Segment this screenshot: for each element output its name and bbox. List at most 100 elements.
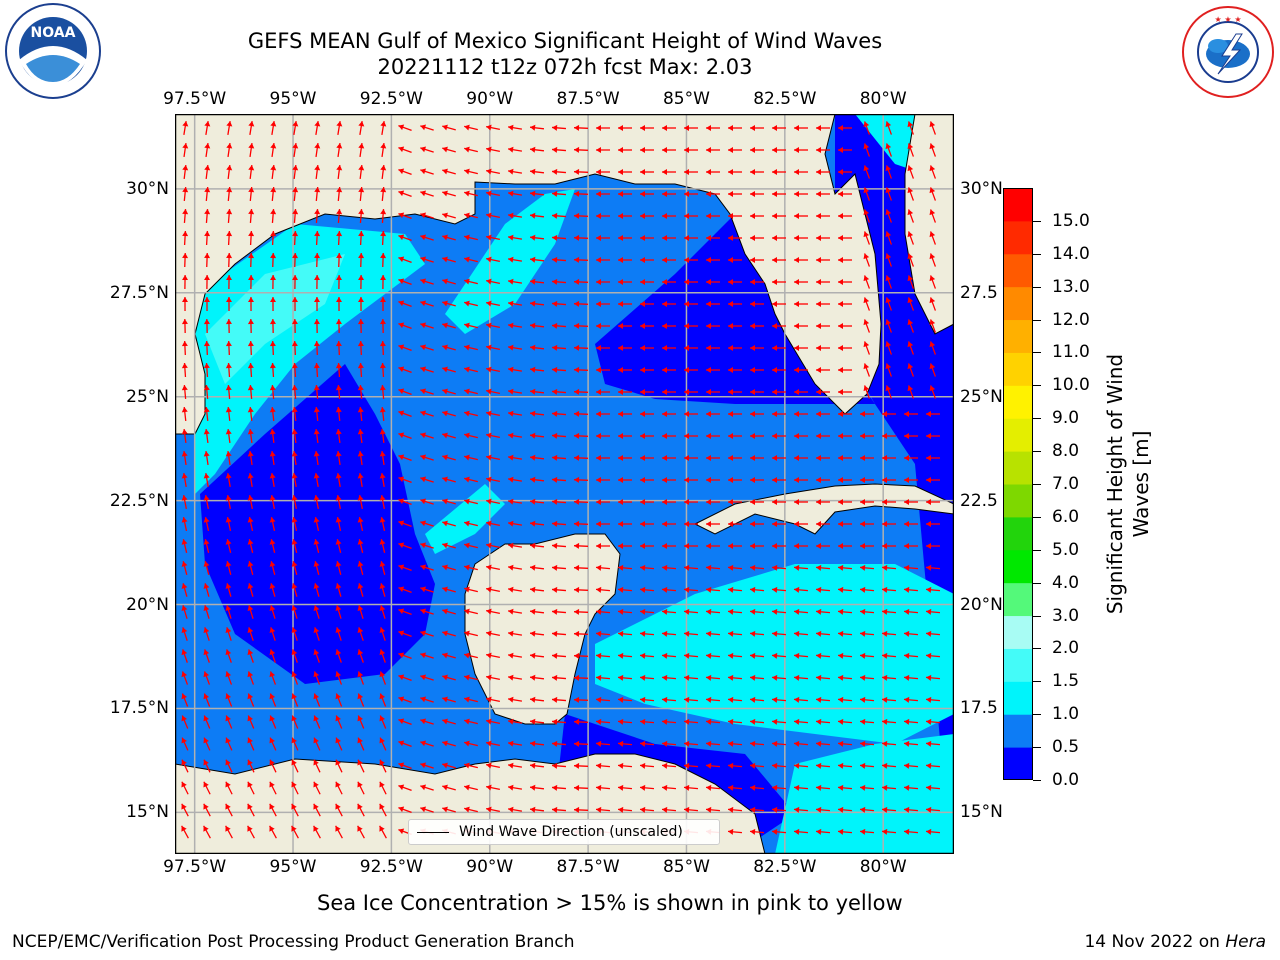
wave-direction-arrowhead xyxy=(772,191,777,197)
wave-direction-arrowhead xyxy=(885,363,892,370)
wave-direction-arrowhead xyxy=(907,165,914,172)
wave-direction-arrowhead xyxy=(398,608,405,615)
wave-direction-arrowhead xyxy=(684,740,690,747)
wave-direction-arrowhead xyxy=(420,234,427,241)
wave-direction-arrowhead xyxy=(464,652,470,659)
wave-direction-arrowhead xyxy=(314,121,321,127)
wave-direction-arrowhead xyxy=(335,825,341,832)
wave-direction-arrowhead xyxy=(357,781,363,788)
wave-direction-arrowhead xyxy=(662,345,667,351)
wave-direction-arrowhead xyxy=(292,121,299,127)
wave-direction-arrowhead xyxy=(728,784,734,791)
wave-direction-arrowhead xyxy=(618,740,624,747)
wave-direction-arrowhead xyxy=(907,341,914,348)
wave-direction-arrowhead xyxy=(552,410,558,417)
wave-direction-arrowhead xyxy=(929,143,936,150)
wave-direction-arrowhead xyxy=(530,718,536,725)
colorbar-tick-label: 12.0 xyxy=(1052,309,1090,330)
wave-direction-arrowhead xyxy=(357,561,364,567)
wave-direction-arrowhead xyxy=(794,784,800,791)
wave-direction-arrowhead xyxy=(486,344,492,351)
wave-direction-arrowhead xyxy=(530,322,536,329)
wave-direction-arrowhead xyxy=(442,410,448,417)
wave-direction-arrowhead xyxy=(313,627,320,634)
wave-direction-arrowhead xyxy=(574,652,580,659)
wave-direction-arrowhead xyxy=(247,583,254,589)
wave-direction-arrowhead xyxy=(662,564,668,571)
wave-direction-arrowhead xyxy=(863,143,870,150)
wave-direction-arrowhead xyxy=(904,674,910,681)
wave-direction-arrowhead xyxy=(618,477,623,483)
colorbar-tick-label: 9.0 xyxy=(1052,408,1080,429)
wave-direction-arrowhead xyxy=(420,146,427,153)
wave-direction-arrowhead xyxy=(750,147,755,153)
wave-direction-arrowhead xyxy=(552,124,558,131)
wave-direction-arrowhead xyxy=(772,652,778,659)
svg-text:NOAA: NOAA xyxy=(31,25,76,41)
wave-direction-arrowhead xyxy=(291,583,298,589)
wave-direction-arrowhead xyxy=(508,454,514,461)
wave-direction-arrowhead xyxy=(684,411,689,417)
wave-direction-arrowhead xyxy=(398,696,405,703)
wave-direction-arrowhead xyxy=(772,455,777,461)
wave-direction-arrowhead xyxy=(596,410,602,417)
wave-direction-arrowhead xyxy=(882,784,888,791)
lon-tick-top: 90°W xyxy=(466,89,514,109)
wave-direction-arrowhead xyxy=(225,693,232,700)
wave-direction-arrowhead xyxy=(574,740,580,747)
wave-direction-arrowhead xyxy=(838,652,844,659)
wave-direction-arrowhead xyxy=(442,278,448,285)
wave-direction-arrowhead xyxy=(772,630,778,637)
wave-direction-arrowhead xyxy=(904,652,910,659)
wave-direction-arrowhead xyxy=(181,385,188,391)
wave-direction-arrowhead xyxy=(464,212,470,219)
wave-direction-arrowhead xyxy=(530,784,536,791)
colorbar-tick-label: 10.0 xyxy=(1052,375,1090,396)
wave-direction-arrowhead xyxy=(706,279,711,285)
wave-direction-arrowhead xyxy=(398,762,405,769)
wave-direction-arrowhead xyxy=(706,564,712,571)
wave-direction-arrowhead xyxy=(291,627,298,634)
wave-direction-arrowhead xyxy=(313,583,320,589)
wave-direction-arrowhead xyxy=(596,806,602,813)
wave-direction-arrowhead xyxy=(464,762,470,769)
wave-direction-arrowhead xyxy=(794,543,799,549)
wave-direction-arrowhead xyxy=(552,674,558,681)
wave-direction-arrowhead xyxy=(772,477,777,483)
wave-direction-arrowhead xyxy=(379,495,386,501)
colorbar-tick-mark xyxy=(1033,484,1041,485)
wave-direction-arrowhead xyxy=(269,583,276,589)
wave-direction-arrowhead xyxy=(270,187,277,193)
colorbar-tick-mark xyxy=(1033,681,1041,683)
wave-direction-arrowhead xyxy=(248,121,255,127)
wave-direction-arrowhead xyxy=(420,740,427,747)
wave-direction-arrowhead xyxy=(358,231,365,237)
wave-direction-arrowhead xyxy=(885,209,892,216)
wave-direction-arrowhead xyxy=(225,407,232,413)
wave-direction-arrowhead xyxy=(794,499,799,505)
wave-direction-arrowhead xyxy=(684,257,689,263)
wave-direction-arrowhead xyxy=(684,169,689,175)
wave-direction-arrowhead xyxy=(574,696,580,703)
wave-direction-arrowhead xyxy=(357,363,364,369)
wave-direction-arrowhead xyxy=(226,253,233,259)
wave-direction-arrowhead xyxy=(225,715,231,722)
wave-direction-arrowhead xyxy=(816,674,822,681)
wave-direction-arrowhead xyxy=(336,187,343,193)
wave-direction-arrowhead xyxy=(860,718,866,725)
wave-direction-arrowhead xyxy=(398,388,405,395)
wave-direction-arrowhead xyxy=(750,586,756,593)
wave-direction-arrowhead xyxy=(420,300,427,307)
wave-direction-arrowhead xyxy=(684,762,690,769)
wave-direction-arrowhead xyxy=(838,499,843,505)
wave-direction-arrowhead xyxy=(882,828,888,835)
lat-tick-left: 25°N xyxy=(126,386,169,407)
wave-direction-arrowhead xyxy=(464,740,470,747)
wave-direction-arrowhead xyxy=(398,784,405,791)
wave-direction-arrowhead xyxy=(442,696,448,703)
wave-direction-arrowhead xyxy=(292,231,299,237)
wave-direction-arrowhead xyxy=(662,784,668,791)
wave-direction-arrowhead xyxy=(684,784,690,791)
wave-direction-arrowhead xyxy=(181,737,187,744)
lon-tick-top: 80°W xyxy=(859,89,907,109)
